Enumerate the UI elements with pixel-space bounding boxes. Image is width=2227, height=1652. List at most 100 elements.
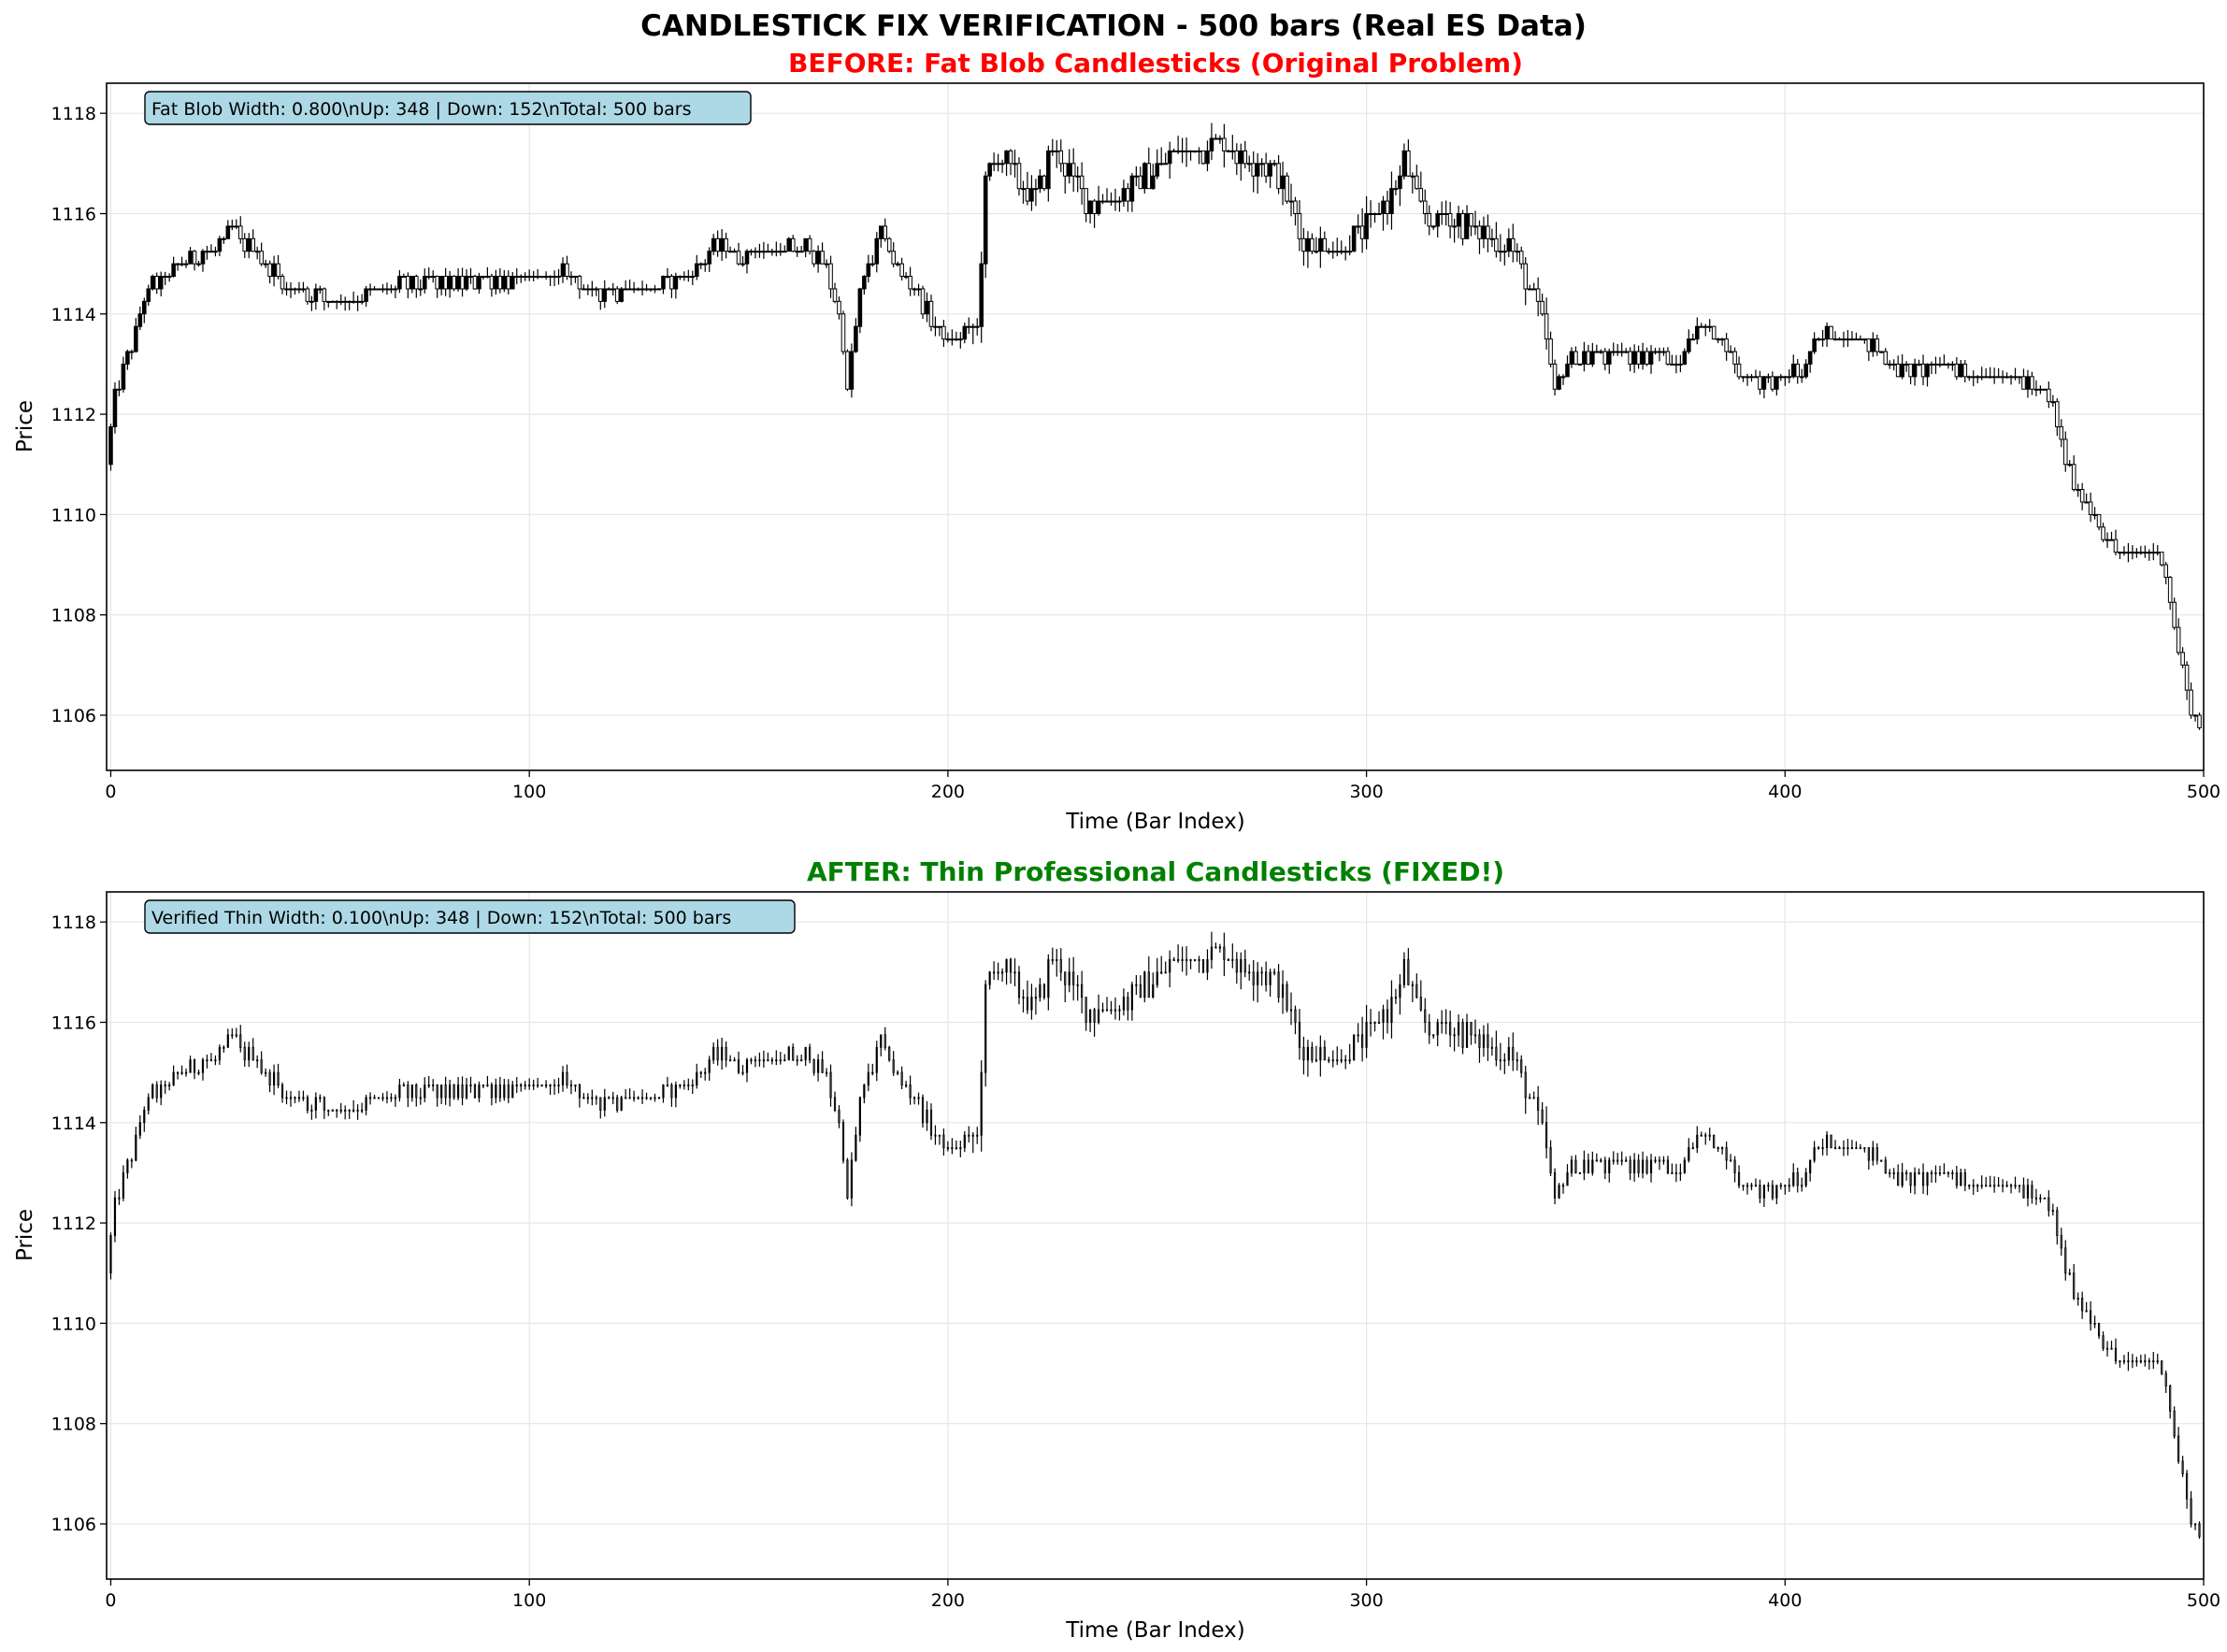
after-candle-body <box>625 1097 627 1099</box>
before-y-tick-label: 1118 <box>51 104 96 124</box>
after-candle-body <box>1478 1034 1481 1048</box>
before-candle-body <box>117 388 122 391</box>
after-candle-body <box>1629 1159 1631 1173</box>
before-candle-body <box>1222 137 1227 151</box>
before-candle-body <box>999 163 1005 165</box>
before-candle-body <box>1846 338 1850 341</box>
after-candle-body <box>1277 971 1280 998</box>
before-candle-body <box>803 237 808 252</box>
after-candle-body <box>1005 958 1008 973</box>
after-candle-body <box>306 1097 309 1111</box>
after-candle-body <box>331 1109 334 1112</box>
after-y-axis-label: Price <box>13 1209 37 1261</box>
after-candle-body <box>800 1059 803 1062</box>
after-candle-body <box>1625 1159 1628 1162</box>
before-panel-title: BEFORE: Fat Blob Candlesticks (Original … <box>788 48 1523 79</box>
after-candle-body <box>155 1085 158 1099</box>
after-candle-body <box>1754 1185 1758 1187</box>
after-candle-body <box>1130 984 1133 1011</box>
after-candle-body <box>2148 1360 2150 1363</box>
before-candle-body <box>481 276 486 279</box>
before-candle-body <box>1557 376 1561 390</box>
after-candle-body <box>1252 971 1255 985</box>
before-candle-body <box>711 237 716 252</box>
after-candle-body <box>984 984 987 1073</box>
before-candle-body <box>301 288 306 291</box>
before-candle-body <box>548 276 553 279</box>
after-candle-body <box>1583 1159 1586 1173</box>
after-candle-body <box>1976 1185 1979 1187</box>
before-candle-body <box>150 276 155 290</box>
before-candle-body <box>1029 188 1034 202</box>
after-candle-body <box>1532 1097 1535 1099</box>
before-candle-body <box>1816 338 1821 341</box>
before-candle-body <box>1523 263 1529 290</box>
before-candle-body <box>665 276 670 279</box>
after-candle-body <box>515 1085 518 1087</box>
after-candle-body <box>1641 1159 1645 1173</box>
before-candle-body <box>271 263 277 278</box>
before-candle-body <box>1699 325 1704 328</box>
after-x-tick-label: 500 <box>2187 1590 2220 1611</box>
before-candle-body <box>543 276 549 279</box>
after-candle-body <box>640 1097 644 1099</box>
before-candle-body <box>2021 376 2026 390</box>
before-candle-body <box>506 276 511 290</box>
before-candle-body <box>1008 150 1013 165</box>
after-candle-body <box>779 1059 782 1062</box>
before-candle-body <box>1158 163 1164 165</box>
after-candle-body <box>1135 984 1138 986</box>
before-candle-body <box>1301 237 1306 252</box>
after-candle-body <box>130 1159 133 1162</box>
after-candle-body <box>1059 958 1062 973</box>
before-candle-body <box>1285 175 1289 202</box>
before-y-tick-label: 1114 <box>51 305 96 325</box>
before-candle-body <box>2050 401 2056 404</box>
after-candle-body <box>1315 1059 1317 1062</box>
after-candle-body <box>1708 1134 1711 1137</box>
after-candle-body <box>566 1071 568 1086</box>
before-candle-body <box>514 276 520 279</box>
before-candle-body <box>883 225 888 239</box>
after-x-axis: 0 100 200 300 400 500 <box>105 1579 2220 1611</box>
after-candle-body <box>2009 1185 2013 1187</box>
after-candle-body <box>1683 1159 1686 1173</box>
before-candle-body <box>121 363 126 390</box>
after-candle-body <box>1649 1159 1653 1173</box>
after-candle-body <box>2076 1298 2079 1300</box>
before-candle-body <box>585 288 591 291</box>
before-candle-body <box>200 251 206 265</box>
before-candle-body <box>782 251 787 253</box>
before-candle-body <box>1494 237 1499 252</box>
before-candle-body <box>280 276 285 290</box>
before-candle-body <box>171 263 176 278</box>
after-candle-body <box>415 1085 418 1099</box>
before-candle-body <box>284 288 289 291</box>
after-candle-body <box>1934 1171 1937 1174</box>
before-candle-body <box>908 276 912 290</box>
before-candle-body <box>1665 351 1671 365</box>
before-candle-body <box>774 251 779 253</box>
after-candle-body <box>1796 1171 1799 1186</box>
before-candle-body <box>653 288 657 291</box>
after-candle-body <box>2068 1272 2071 1275</box>
after-candle-body <box>633 1097 636 1099</box>
after-candle-body <box>360 1109 364 1112</box>
after-candle-body <box>884 1034 886 1048</box>
before-y-tick-label: 1116 <box>51 204 96 224</box>
before-candle-body <box>518 276 524 279</box>
after-candle-body <box>1257 971 1259 985</box>
before-candle-body <box>1966 376 1972 379</box>
after-candle-body <box>767 1059 769 1062</box>
before-candle-body <box>790 237 796 252</box>
before-candle-body <box>1477 225 1482 239</box>
before-candle-body <box>1058 150 1064 165</box>
after-candle-body <box>963 1134 966 1149</box>
after-candle-body <box>980 1071 983 1136</box>
after-candle-body <box>113 1197 117 1237</box>
before-candle-body <box>1560 376 1566 379</box>
after-candle-body <box>582 1097 585 1099</box>
before-candle-body <box>2167 576 2173 603</box>
after-candle-body <box>1105 1009 1109 1012</box>
before-candle-body <box>2113 539 2119 553</box>
